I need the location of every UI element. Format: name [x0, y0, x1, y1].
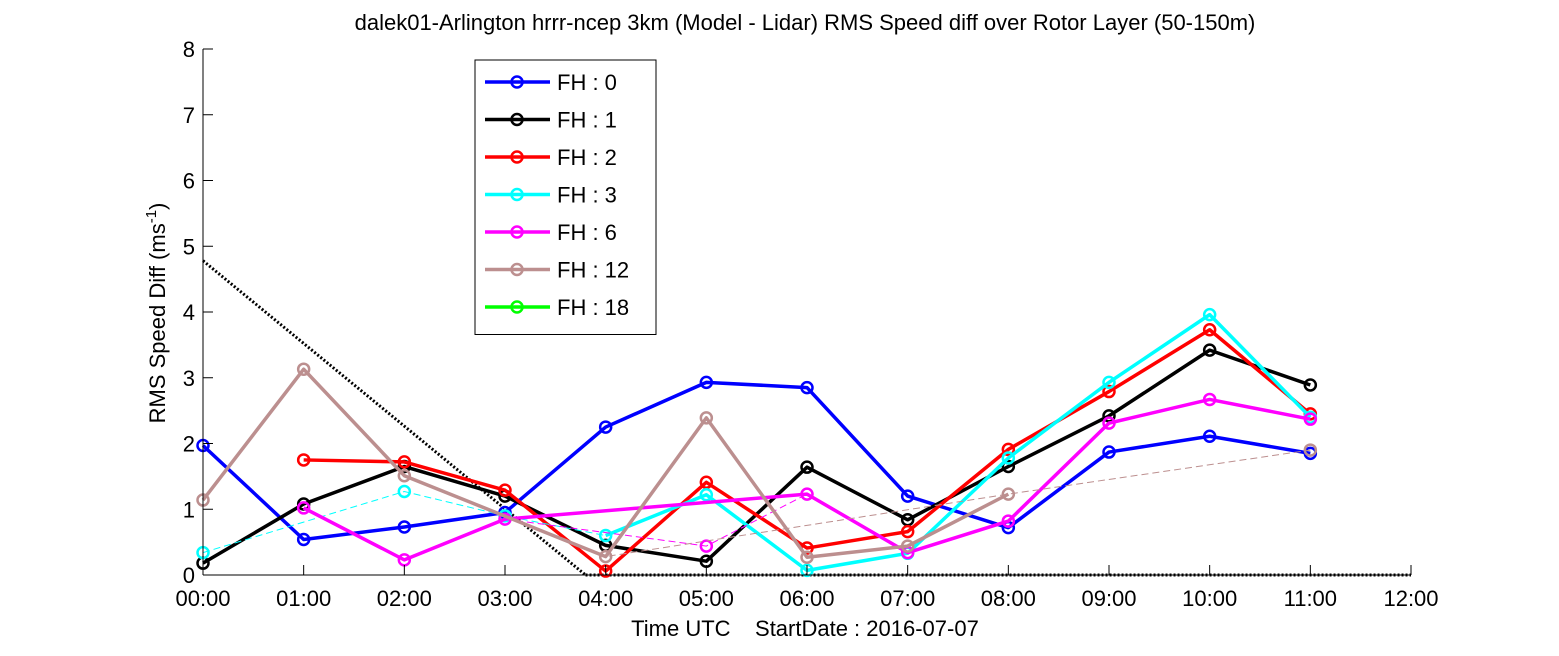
series-line-fh-2: [303, 328, 1312, 573]
data-point-fh-12: [1303, 443, 1318, 457]
data-point-fh-3: [800, 563, 814, 578]
x-tick-label: 10:00: [1182, 586, 1237, 611]
legend-marker-fh-12: [510, 262, 524, 277]
series-fh-3: [196, 307, 1318, 578]
legend-label-fh-1: FH : 1: [557, 108, 617, 133]
data-point-fh-12: [900, 539, 915, 553]
y-tick-label: 1: [183, 497, 195, 522]
legend-label-fh-3: FH : 3: [557, 183, 617, 208]
x-axis-label: Time UTC StartDate : 2016-07-07: [631, 616, 979, 641]
series-line-fh-3: [605, 312, 1312, 573]
data-point-fh-2: [1001, 442, 1016, 457]
data-point-fh-1: [1303, 378, 1318, 392]
data-point-fh-6: [1303, 412, 1318, 426]
data-point-fh-3: [397, 484, 412, 499]
data-point-fh-6: [800, 487, 814, 501]
data-point-fh-12: [800, 550, 814, 564]
x-tick-label: 04:00: [578, 586, 633, 611]
data-point-fh-6: [296, 501, 311, 515]
data-point-fh-12: [1001, 487, 1016, 501]
data-point-fh-12: [397, 468, 412, 483]
data-point-fh-1: [800, 460, 814, 474]
data-point-fh-2: [699, 475, 714, 490]
data-point-fh-3: [598, 528, 613, 543]
data-point-fh-12: [699, 411, 714, 425]
legend-label-fh-12: FH : 12: [557, 258, 629, 283]
data-point-fh-0: [800, 380, 814, 395]
data-point-fh-3: [1001, 451, 1016, 465]
legend: FH : 0 FH : 1 FH : 2 FH : 3 FH : 6 FH : 12 FH …: [474, 59, 657, 335]
x-tick-label: 05:00: [679, 586, 734, 611]
data-point-fh-0: [699, 375, 714, 390]
y-axis: 0 1 2 3 4 5 6 7 8: [183, 37, 213, 588]
y-axis-label: RMS Speed Diff (ms-1): [143, 203, 170, 424]
plot-area: [196, 259, 1411, 578]
data-point-fh-2: [397, 455, 412, 469]
data-point-fh-0: [397, 520, 412, 534]
x-tick-label: 09:00: [1081, 586, 1136, 611]
legend-marker-fh-6: [510, 225, 524, 239]
data-point-fh-2: [1102, 384, 1116, 399]
y-tick-label: 7: [183, 103, 195, 128]
data-point-fh-6: [1202, 392, 1217, 407]
data-point-fh-3: [1102, 375, 1116, 390]
legend-marker-fh-1: [510, 112, 524, 127]
x-axis: 00:00 01:00 02:00 03:00 04:00 05:00 06:00 07:00…: [175, 565, 1439, 611]
data-point-fh-0: [900, 489, 915, 503]
x-tick-label: 08:00: [981, 586, 1036, 611]
data-point-fh-6: [1001, 514, 1016, 528]
legend-label-fh-0: FH : 0: [557, 70, 617, 95]
data-point-fh-1: [1202, 343, 1217, 357]
data-point-fh-2: [498, 483, 512, 497]
y-axis-label-superscript: -1: [143, 210, 160, 223]
data-point-fh-2: [296, 453, 311, 467]
y-tick-label: 2: [183, 432, 195, 457]
data-point-fh-1: [1001, 459, 1016, 474]
data-point-fh-0: [296, 532, 311, 547]
legend-marker-fh-18: [510, 300, 524, 314]
series-line-fh-12: [201, 367, 1010, 559]
data-point-fh-6: [1102, 416, 1116, 430]
y-tick-label: 0: [183, 563, 195, 588]
series-dashed-line-fh-12: [404, 449, 1311, 558]
data-point-fh-3: [699, 488, 714, 502]
series-line-fh-0: [201, 380, 1311, 542]
legend-label-fh-2: FH : 2: [557, 145, 617, 170]
x-tick-label: 12:00: [1383, 586, 1438, 611]
legend-label-fh-6: FH : 6: [557, 220, 617, 245]
legend-label-fh-18: FH : 18: [557, 295, 629, 320]
data-point-fh-2: [1202, 323, 1217, 337]
x-tick-label: 06:00: [779, 586, 834, 611]
series-fh-1: [196, 343, 1318, 570]
series-fh-2: [296, 323, 1318, 578]
x-tick-label: 11:00: [1284, 586, 1337, 611]
data-point-fh-2: [900, 524, 915, 539]
y-tick-label: 5: [183, 234, 195, 259]
x-tick-label: 07:00: [880, 586, 935, 611]
legend-marker-fh-0: [510, 75, 524, 89]
data-point-fh-3: [1202, 307, 1217, 322]
legend-marker-fh-3: [510, 187, 524, 202]
data-point-fh-0: [1202, 429, 1217, 444]
x-tick-label: 01:00: [276, 586, 331, 611]
y-tick-label: 3: [183, 366, 195, 391]
data-point-fh-0: [1102, 445, 1116, 459]
x-tick-label: 02:00: [377, 586, 432, 611]
y-axis-label-main: RMS Speed Diff (ms: [145, 223, 170, 423]
x-tick-label: 03:00: [477, 586, 532, 611]
data-point-fh-12: [598, 549, 613, 564]
chart-title: dalek01-Arlington hrrr-ncep 3km (Model -…: [355, 10, 1256, 35]
data-point-fh-0: [598, 420, 613, 434]
data-point-fh-12: [296, 362, 311, 376]
y-axis-label-close: ): [145, 203, 170, 210]
y-tick-label: 4: [183, 300, 195, 325]
y-tick-label: 8: [183, 37, 195, 62]
y-tick-label: 6: [183, 169, 195, 194]
data-point-fh-6: [699, 539, 714, 553]
legend-marker-fh-2: [510, 150, 524, 164]
x-tick-label: 00:00: [175, 586, 230, 611]
legend-box: [474, 59, 657, 335]
